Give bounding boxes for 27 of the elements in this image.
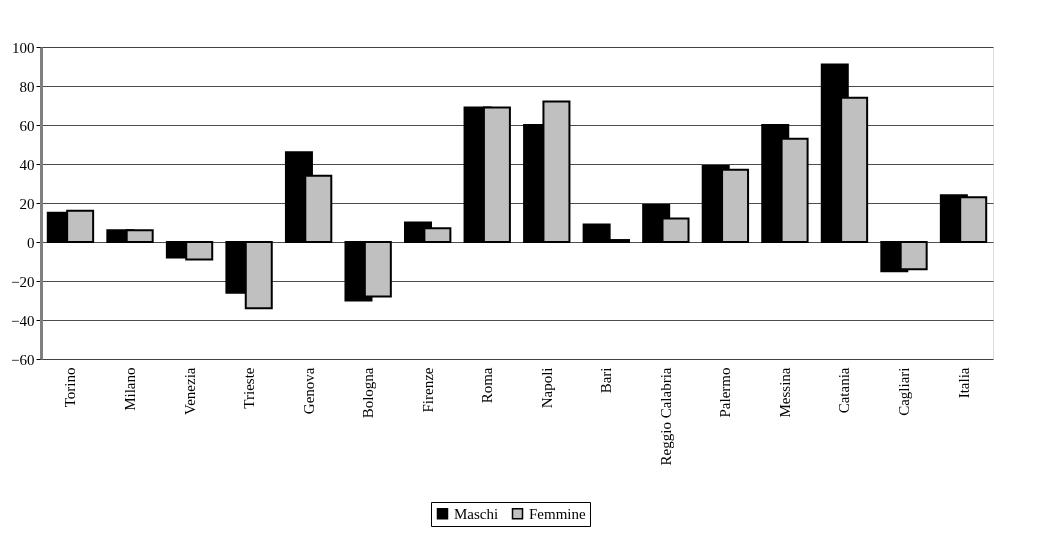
y-tick-label: 80 [19,78,35,95]
y-tick-label: 60 [19,117,35,134]
y-tick-label: 100 [12,39,35,56]
legend-label: Femmine [529,505,586,522]
x-tick-label: Reggio Calabria [657,367,674,466]
y-tick-label: −40 [11,312,35,329]
legend-label: Maschi [454,505,499,522]
x-tick-label: Bologna [360,367,377,419]
x-tick-label: Roma [479,367,496,404]
x-tick-label: Catania [836,367,853,414]
y-tick-label: 20 [19,195,35,212]
x-tick-label: Bari [598,367,615,394]
x-tick-label: Torino [62,367,79,408]
x-tick-label: Messina [776,367,793,418]
x-tick-label: Palermo [717,367,734,418]
x-tick-label: Venezia [181,367,198,415]
x-tick-label: Napoli [538,367,555,409]
x-tick-label: Cagliari [895,367,912,416]
x-tick-label: Italia [955,367,972,399]
y-tick-label: −20 [11,273,35,290]
x-tick-label: Firenze [419,367,436,413]
x-tick-label: Genova [300,367,317,415]
x-tick-label: Trieste [241,367,258,409]
y-tick-label: 40 [19,156,35,173]
y-tick-label: −60 [11,351,35,368]
y-tick-label: 0 [27,234,35,251]
x-tick-label: Milano [122,367,139,411]
